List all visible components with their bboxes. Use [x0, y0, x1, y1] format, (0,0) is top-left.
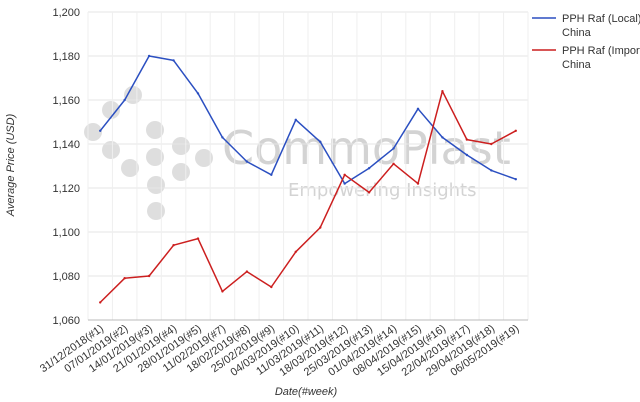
data-point[interactable] — [172, 59, 175, 62]
data-point[interactable] — [514, 129, 517, 132]
data-point[interactable] — [221, 136, 224, 139]
watermark-tagline: Empowering Insights — [288, 180, 476, 201]
legend-label: PPH Raf (Local) -China — [562, 13, 640, 39]
data-point[interactable] — [221, 290, 224, 293]
data-point[interactable] — [367, 191, 371, 194]
watermark-dot — [147, 176, 165, 194]
data-point[interactable] — [99, 129, 102, 132]
y-tick-label: 1,160 — [52, 95, 80, 107]
data-point[interactable] — [172, 244, 175, 247]
data-point[interactable] — [99, 301, 102, 304]
grid-lines — [87, 11, 529, 321]
watermark-dot — [84, 123, 102, 141]
watermark-dot — [102, 101, 120, 119]
data-point[interactable] — [245, 160, 249, 163]
data-point[interactable] — [294, 250, 297, 253]
legend-item[interactable]: PPH Raf (Local) -China — [532, 13, 640, 39]
watermark-dot — [195, 149, 213, 167]
y-tick-label: 1,080 — [52, 271, 80, 283]
data-point[interactable] — [147, 54, 151, 58]
data-point[interactable] — [392, 162, 395, 165]
watermark-dot — [172, 163, 190, 181]
series-line-local[interactable] — [99, 55, 517, 185]
data-point[interactable] — [270, 285, 273, 289]
watermark-dot — [146, 121, 164, 139]
data-point[interactable] — [416, 107, 420, 111]
data-point[interactable] — [465, 153, 469, 157]
watermark-dot — [147, 202, 165, 220]
data-point[interactable] — [343, 173, 346, 176]
legend-label: PPH Raf (Import) -China — [562, 45, 640, 71]
data-point[interactable] — [147, 274, 151, 278]
y-tick-label: 1,200 — [52, 7, 80, 19]
watermark-dot — [102, 141, 120, 159]
y-tick-label: 1,060 — [52, 315, 80, 327]
x-axis-title: Date(#week) — [275, 386, 338, 398]
x-axis-ticks: 31/12/2018(#1)07/01/2019(#2)14/01/2019(#… — [38, 323, 522, 379]
data-point[interactable] — [465, 138, 469, 141]
y-tick-label: 1,140 — [52, 139, 80, 151]
watermark-dot — [121, 159, 139, 177]
data-point[interactable] — [392, 147, 395, 150]
data-point[interactable] — [294, 118, 297, 122]
series-layer — [99, 54, 517, 304]
data-point[interactable] — [416, 182, 420, 185]
data-point[interactable] — [319, 226, 322, 229]
legend: PPH Raf (Local) -China PPH Raf (Import) -… — [532, 13, 640, 71]
y-axis-title: Average Price (USD) — [5, 113, 17, 217]
data-point[interactable] — [319, 140, 322, 143]
data-point[interactable] — [123, 98, 126, 102]
data-point[interactable] — [367, 167, 371, 170]
data-point[interactable] — [196, 92, 200, 95]
watermark-dot — [146, 148, 164, 166]
data-point[interactable] — [490, 169, 493, 172]
data-point[interactable] — [270, 173, 273, 176]
watermark-dot — [172, 137, 190, 155]
watermark-brand: CommoPlast — [222, 121, 511, 175]
y-tick-label: 1,100 — [52, 227, 80, 239]
legend-item[interactable]: PPH Raf (Import) -China — [532, 45, 640, 71]
watermark-dots-icon — [84, 86, 213, 220]
y-axis-ticks: 1,060 1,080 1,100 1,120 1,140 1,160 1,180 1,200 — [52, 7, 80, 327]
series-line-import[interactable] — [99, 90, 517, 303]
data-point[interactable] — [441, 136, 444, 139]
data-point[interactable] — [123, 277, 126, 280]
data-point[interactable] — [490, 142, 493, 146]
data-point[interactable] — [196, 237, 200, 240]
y-tick-label: 1,180 — [52, 51, 80, 63]
y-tick-label: 1,120 — [52, 183, 80, 195]
data-point[interactable] — [441, 90, 444, 93]
data-point[interactable] — [514, 178, 517, 181]
data-point[interactable] — [245, 270, 249, 273]
watermark-logo: CommoPlast Empowering Insights — [84, 86, 511, 220]
data-point[interactable] — [343, 182, 346, 185]
